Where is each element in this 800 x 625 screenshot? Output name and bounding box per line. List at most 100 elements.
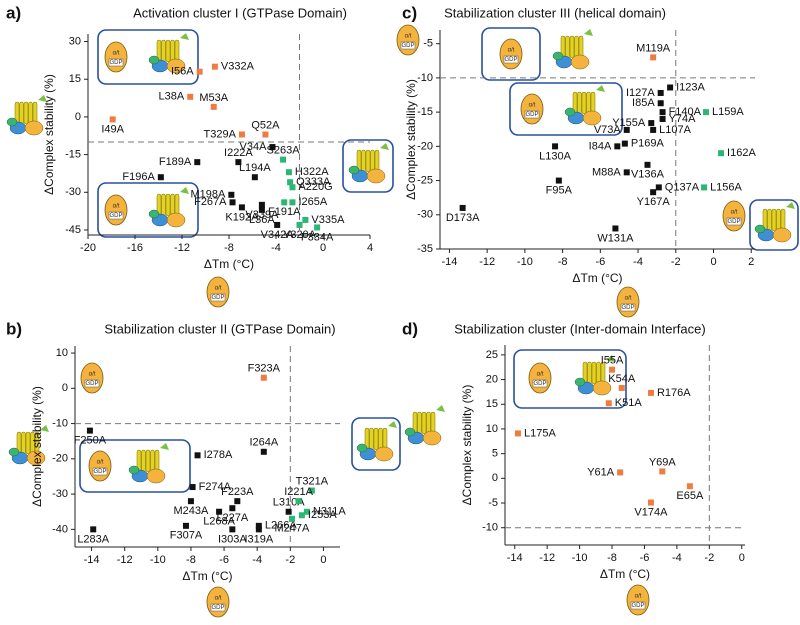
g-alpha-icon: α/t GDP [616,286,640,318]
receptor-helix [565,35,570,59]
state-bracket [79,439,191,493]
icon-nucleotide: GDP [631,603,644,609]
x-tick-label: -8 [558,256,568,268]
point-label: K192A [225,211,259,223]
receptor-helix [780,208,786,232]
panel-label: a) [6,3,21,22]
icon-subunit: α/t [89,372,96,378]
receptor-helix [577,91,582,115]
data-point [609,366,616,373]
chart-title: Stabilization cluster (Inter-domain Inte… [454,321,705,336]
point-label: L266A [265,520,297,532]
g-alpha-body [616,286,640,318]
receptor-helix [378,427,383,451]
point-label: Y320A [283,229,317,241]
state-bracket [97,182,199,238]
nanobody [38,95,47,102]
g-alpha-icon: α/t GDP [520,93,544,125]
point-label: K51A [615,397,643,409]
y-tick-label: -10 [417,72,433,84]
data-point [251,174,258,181]
point-label: L194A [239,162,271,174]
receptor-helix [581,91,587,115]
data-point [189,484,196,491]
x-tick-label: -8 [224,242,234,254]
chart-title: Activation cluster I (GTPase Domain) [133,5,347,20]
g-gamma [356,443,368,453]
point-label: M88A [592,166,621,178]
receptor-complex-icon [348,143,389,184]
x-tick-label: -8 [186,554,196,566]
x-tick-label: -4 [633,256,643,268]
point-label: L227A [216,512,248,524]
x-tick-label: 0 [710,256,716,268]
state-bracket [342,139,394,193]
receptor-helix [370,149,375,173]
data-point [289,184,296,191]
g-alpha-icon: α/t GDP [88,450,112,482]
data-point [255,522,262,529]
point-label: I253A [308,509,337,521]
point-label: M247A [275,523,311,535]
icon-nucleotide: GDP [211,605,224,611]
data-point [650,126,657,133]
g-gamma [6,117,18,127]
data-point [235,159,242,166]
icon-nucleotide: GDP [109,60,122,66]
receptor-helix [382,427,388,451]
data-point [258,201,265,208]
point-label: M119A [636,42,671,54]
point-label: V342A [261,229,295,241]
icon-nucleotide: GDP [109,213,122,219]
data-point [90,526,97,533]
nanobody [786,202,795,209]
y-axis-label: ΔComplex stability (%) [404,79,418,200]
g-alpha-ras [592,380,612,396]
point-label: V332A [221,61,255,73]
receptor-helix [32,101,38,125]
point-label: H322A [295,166,329,178]
g-alpha-ras [166,212,186,228]
y-axis-label: ΔComplex stability (%) [42,74,56,195]
x-axis-label: ΔTm (°C) [600,567,650,581]
receptor-helix [25,431,31,455]
data-point [623,126,630,133]
x-tick-label: -14 [507,552,523,564]
receptor-complex-icon [8,425,49,466]
g-alpha-body [396,24,420,56]
point-label: A220G [298,181,332,193]
nanobody [380,143,389,150]
receptor-helix [373,427,379,451]
receptor-helix [165,193,171,217]
point-label: D173A [446,212,480,224]
state-bracket [481,27,541,81]
data-point [555,177,562,184]
x-tick-label: 0 [320,554,326,566]
data-point [655,184,662,191]
state-bracket [509,82,623,136]
g-alpha-body [206,276,230,308]
point-label: Y69A [649,456,677,468]
data-point [262,131,269,138]
g-alpha-body [626,584,650,616]
data-point [308,487,315,494]
point-label: Y61A [587,466,615,478]
receptor-helix [150,449,155,473]
icon-nucleotide: GDP [727,219,740,225]
receptor-complex-icon [754,202,795,243]
gdp-box [400,41,416,50]
data-point [302,216,309,223]
receptor-complex-icon [148,33,189,74]
data-point [514,430,521,437]
data-point [194,159,201,166]
gdp-box [210,293,226,302]
gdp-box [503,55,519,64]
receptor-helix [21,431,26,455]
data-point [296,221,303,228]
gdp-box [726,217,742,226]
nanobody [584,29,593,36]
point-label: F191A [268,206,301,218]
data-point [109,116,116,123]
point-label: L175A [524,427,556,439]
